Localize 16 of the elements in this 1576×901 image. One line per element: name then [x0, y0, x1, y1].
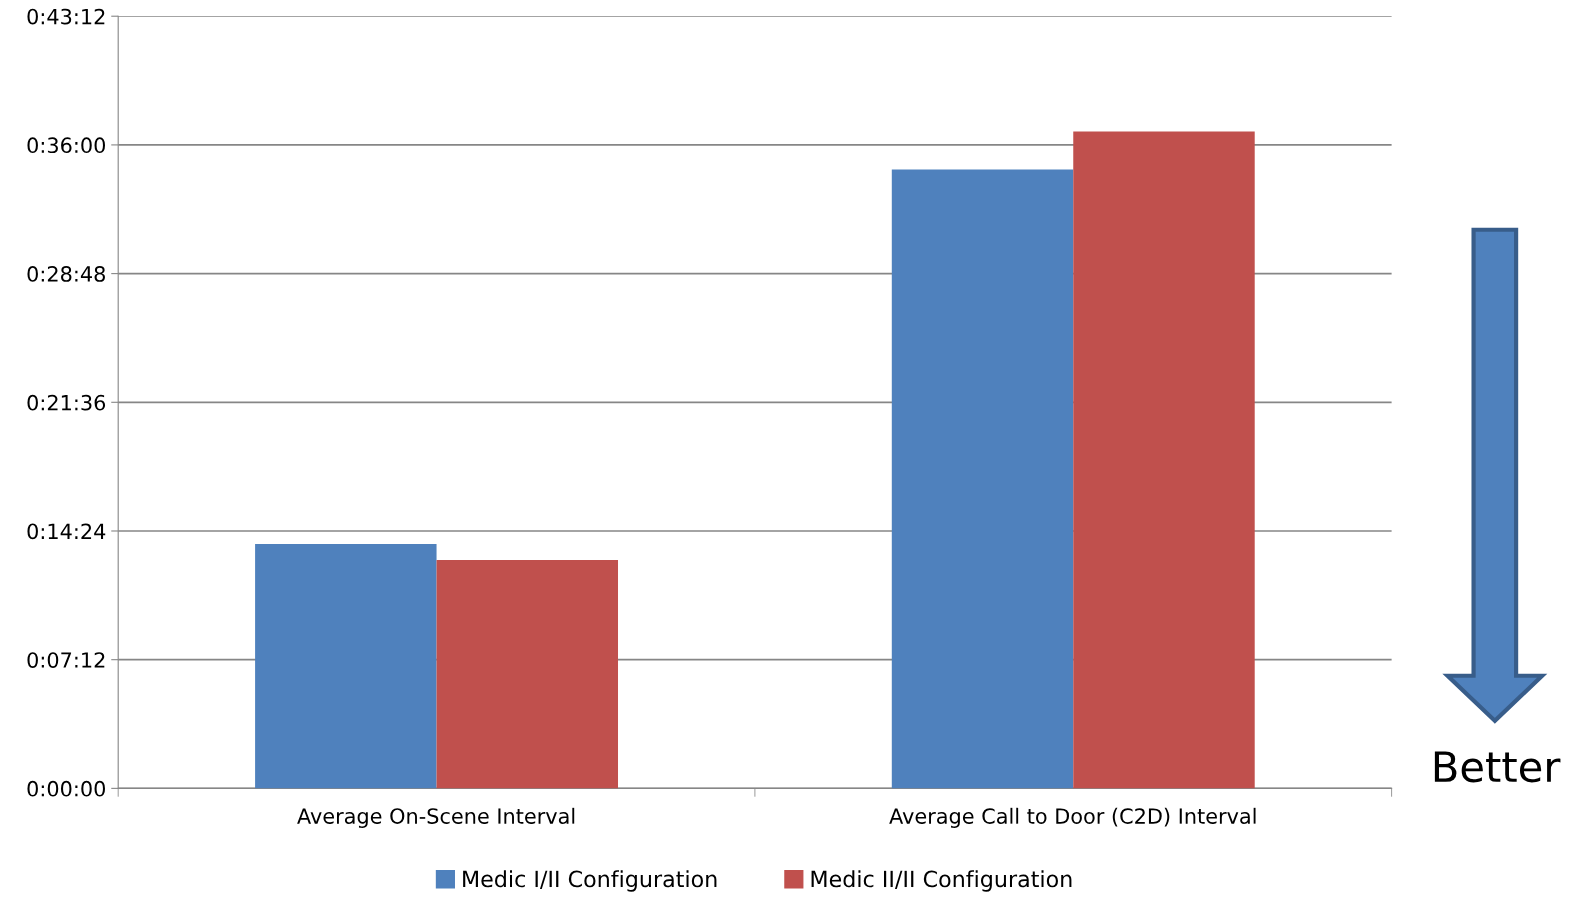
- legend-label: Medic II/II Configuration: [811, 870, 1072, 892]
- x-tick-label: Average On-Scene Interval: [297, 807, 575, 828]
- y-tick-label: 0:36:00: [27, 137, 106, 154]
- y-tick-label: 0:21:36: [27, 394, 106, 411]
- y-tick-label: 0:43:12: [27, 8, 105, 25]
- legend-label: Medic I/II Configuration: [463, 870, 717, 892]
- y-tick-label: 0:14:24: [27, 523, 106, 540]
- y-tick-label: 0:00:00: [27, 780, 106, 797]
- bar: [1073, 131, 1255, 789]
- text: Better: [1434, 751, 1561, 783]
- bar: [891, 169, 1074, 789]
- y-tick-label: 0:07:12: [27, 652, 105, 668]
- bar: [436, 560, 619, 789]
- x-tick-label: Average Call to Door (C2D) Interval: [889, 807, 1256, 828]
- bar: [255, 544, 437, 789]
- y-tick-label: 0:28:48: [27, 266, 105, 282]
